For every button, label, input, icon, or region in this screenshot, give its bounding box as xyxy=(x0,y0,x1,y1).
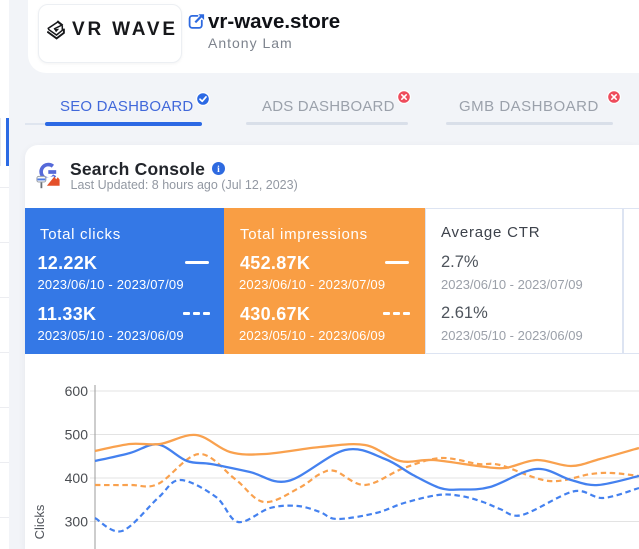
svg-text:i: i xyxy=(217,165,220,175)
svg-text:600: 600 xyxy=(65,383,89,399)
svg-text:Clicks: Clicks xyxy=(32,504,47,539)
svg-text:500: 500 xyxy=(65,427,89,443)
svg-text:400: 400 xyxy=(65,470,89,486)
svg-text:300: 300 xyxy=(65,514,89,530)
